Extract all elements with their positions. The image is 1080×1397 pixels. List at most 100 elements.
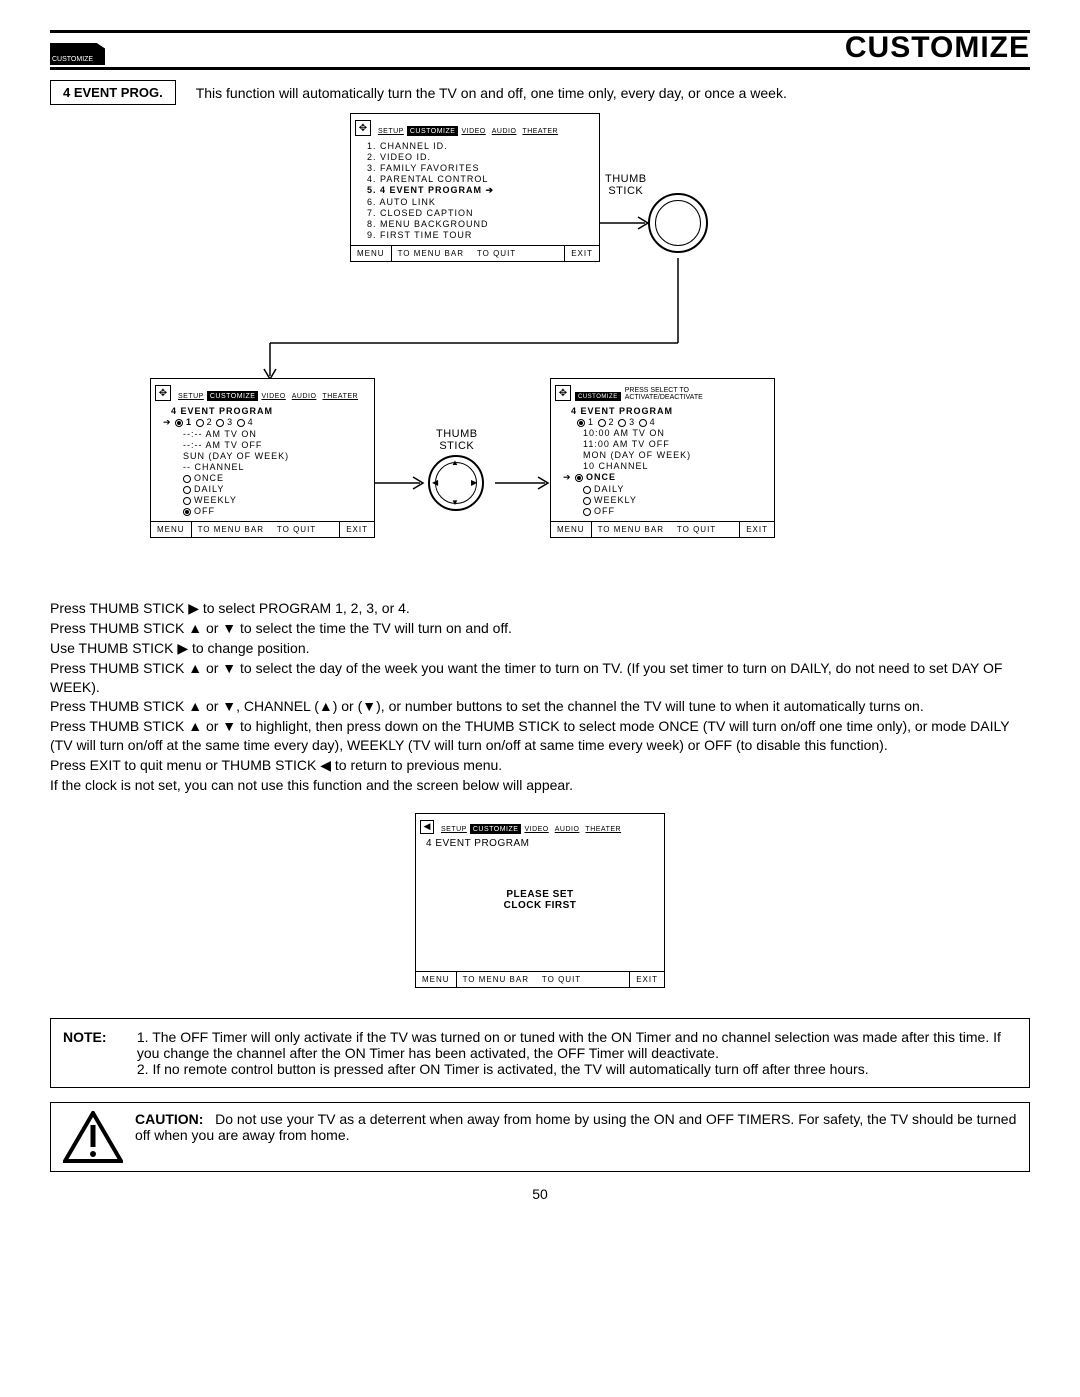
- event-title: 4 EVENT PROGRAM: [171, 406, 364, 416]
- menu-item-selected: 5. 4 EVENT PROGRAM ➔: [367, 185, 589, 196]
- instruction-line: Press THUMB STICK ▲ or ▼ to select the t…: [50, 619, 1030, 638]
- menu-screen-event-set: ✥ CUSTOMIZE PRESS SELECT TO ACTIVATE/DEA…: [550, 378, 775, 538]
- footer-menu: MENU: [351, 246, 392, 261]
- menu-body: 4 EVENT PROGRAM 1 2 3 4 10:00 AM TV ON 1…: [551, 401, 774, 521]
- program-selector: 1 2 3 4: [577, 417, 764, 427]
- thumbstick-label: THUMB STICK: [605, 173, 647, 197]
- menu-screen-clock-warning: ◀ SETUP CUSTOMIZE VIDEO AUDIO THEATER 4 …: [415, 813, 665, 988]
- event-line: 10:00 AM TV ON: [583, 428, 764, 438]
- tab-theater: THEATER: [582, 824, 624, 834]
- tab-setup: SETUP: [375, 126, 407, 136]
- tab-row: ✥ SETUP CUSTOMIZE VIDEO AUDIO THEATER: [151, 379, 374, 401]
- footer-exit: EXIT: [564, 246, 599, 261]
- event-line: MON (DAY OF WEEK): [583, 450, 764, 460]
- event-line: --:-- AM TV OFF: [183, 440, 364, 450]
- tab-setup: SETUP: [438, 824, 470, 834]
- menu-footer: MENU TO MENU BAR TO QUIT EXIT: [351, 245, 599, 261]
- tab-video: VIDEO: [258, 391, 288, 401]
- section-desc: This function will automatically turn th…: [196, 85, 787, 101]
- menu-body: 1. CHANNEL ID. 2. VIDEO ID. 3. FAMILY FA…: [351, 136, 599, 245]
- instruction-line: Press THUMB STICK ▶ to select PROGRAM 1,…: [50, 599, 1030, 618]
- instructions-block: Press THUMB STICK ▶ to select PROGRAM 1,…: [50, 599, 1030, 795]
- caution-box: CAUTION: Do not use your TV as a deterre…: [50, 1102, 1030, 1172]
- menu-footer: MENU TO MENU BAR TO QUIT EXIT: [151, 521, 374, 537]
- tab-row: ✥ CUSTOMIZE PRESS SELECT TO ACTIVATE/DEA…: [551, 379, 774, 401]
- mode-once: ➔ ONCE: [563, 472, 764, 483]
- tab-customize: CUSTOMIZE: [407, 126, 459, 136]
- arrow-down-icon: ▼: [451, 498, 459, 507]
- nav-icon: ✥: [355, 120, 371, 136]
- menu-item: 2. VIDEO ID.: [367, 152, 589, 162]
- menu-item: 8. MENU BACKGROUND: [367, 219, 589, 229]
- note-box: NOTE: 1. The OFF Timer will only activat…: [50, 1018, 1030, 1088]
- nav-icon: ◀: [420, 820, 434, 834]
- note-line: 2. If no remote control button is presse…: [137, 1061, 869, 1077]
- nav-icon: ✥: [155, 385, 171, 401]
- instruction-line: Press THUMB STICK ▲ or ▼ to select the d…: [50, 659, 1030, 697]
- tab-audio: AUDIO: [552, 824, 583, 834]
- event-line: --:-- AM TV ON: [183, 429, 364, 439]
- hint-text: PRESS SELECT TO ACTIVATE/DEACTIVATE: [621, 387, 703, 401]
- thumbstick-inner: [655, 200, 701, 246]
- tab-video: VIDEO: [458, 126, 488, 136]
- menu-screen-event-initial: ✥ SETUP CUSTOMIZE VIDEO AUDIO THEATER 4 …: [150, 378, 375, 538]
- mode-weekly: WEEKLY: [183, 495, 364, 505]
- mode-off: OFF: [583, 506, 764, 516]
- caution-text: Do not use your TV as a deterrent when a…: [135, 1111, 1016, 1143]
- tab-theater: THEATER: [519, 126, 561, 136]
- event-line: 11:00 AM TV OFF: [583, 439, 764, 449]
- mode-daily: DAILY: [183, 484, 364, 494]
- instruction-line: Press EXIT to quit menu or THUMB STICK ◀…: [50, 756, 1030, 775]
- thumbstick-label: THUMB STICK: [436, 428, 478, 452]
- mode-once: ONCE: [183, 473, 364, 483]
- caution-label: CAUTION:: [135, 1111, 203, 1127]
- note-label: NOTE:: [63, 1029, 133, 1045]
- mode-daily: DAILY: [583, 484, 764, 494]
- tab-row: ◀ SETUP CUSTOMIZE VIDEO AUDIO THEATER: [416, 814, 664, 834]
- header-bar: CUSTOMIZE CUSTOMIZE: [50, 30, 1030, 70]
- tab-audio: AUDIO: [489, 126, 520, 136]
- clock-message: PLEASE SET CLOCK FIRST: [426, 849, 654, 961]
- diagram-area: ✥ SETUP CUSTOMIZE VIDEO AUDIO THEATER 1.…: [50, 113, 1030, 593]
- instruction-line: Press THUMB STICK ▲ or ▼ to highlight, t…: [50, 717, 1030, 755]
- menu-item: 6. AUTO LINK: [367, 197, 589, 207]
- section-row: 4 EVENT PROG. This function will automat…: [50, 80, 1030, 105]
- page-title: CUSTOMIZE: [845, 31, 1030, 65]
- arrow-right-icon: ▶: [471, 478, 477, 487]
- caution-icon: [63, 1111, 123, 1163]
- menu-item: 9. FIRST TIME TOUR: [367, 230, 589, 240]
- instruction-line: If the clock is not set, you can not use…: [50, 776, 1030, 795]
- tab-video: VIDEO: [521, 824, 551, 834]
- menu-item: 3. FAMILY FAVORITES: [367, 163, 589, 173]
- menu-screen-customize: ✥ SETUP CUSTOMIZE VIDEO AUDIO THEATER 1.…: [350, 113, 600, 262]
- arrow-left-icon: ◀: [432, 478, 438, 487]
- page-number: 50: [50, 1186, 1030, 1202]
- section-label: 4 EVENT PROG.: [50, 80, 176, 105]
- clock-title: 4 EVENT PROGRAM: [426, 838, 654, 849]
- instruction-line: Press THUMB STICK ▲ or ▼, CHANNEL (▲) or…: [50, 697, 1030, 716]
- event-title: 4 EVENT PROGRAM: [571, 406, 764, 416]
- tab-setup: SETUP: [175, 391, 207, 401]
- program-selector: ➔ 1 2 3 4: [163, 417, 364, 428]
- tab-row: ✥ SETUP CUSTOMIZE VIDEO AUDIO THEATER: [351, 114, 599, 136]
- mode-weekly: WEEKLY: [583, 495, 764, 505]
- event-line: SUN (DAY OF WEEK): [183, 451, 364, 461]
- note-line: 1. The OFF Timer will only activate if t…: [137, 1029, 1001, 1061]
- menu-footer: MENU TO MENU BAR TO QUIT EXIT: [551, 521, 774, 537]
- menu-item: 7. CLOSED CAPTION: [367, 208, 589, 218]
- instruction-line: Use THUMB STICK ▶ to change position.: [50, 639, 1030, 658]
- menu-item: 4. PARENTAL CONTROL: [367, 174, 589, 184]
- nav-icon: ✥: [555, 385, 571, 401]
- tab-customize: CUSTOMIZE: [207, 391, 259, 401]
- mode-off: OFF: [183, 506, 364, 516]
- tab-customize: CUSTOMIZE: [470, 824, 522, 834]
- event-line: 10 CHANNEL: [583, 461, 764, 471]
- tab-audio: AUDIO: [289, 391, 320, 401]
- menu-body: 4 EVENT PROGRAM ➔ 1 2 3 4 --:-- AM TV ON…: [151, 401, 374, 521]
- menu-item: 1. CHANNEL ID.: [367, 141, 589, 151]
- menu-footer: MENU TO MENU BAR TO QUIT EXIT: [416, 971, 664, 987]
- header-tag: CUSTOMIZE: [50, 43, 105, 65]
- tab-theater: THEATER: [319, 391, 361, 401]
- event-line: -- CHANNEL: [183, 462, 364, 472]
- tab-customize: CUSTOMIZE: [575, 392, 621, 401]
